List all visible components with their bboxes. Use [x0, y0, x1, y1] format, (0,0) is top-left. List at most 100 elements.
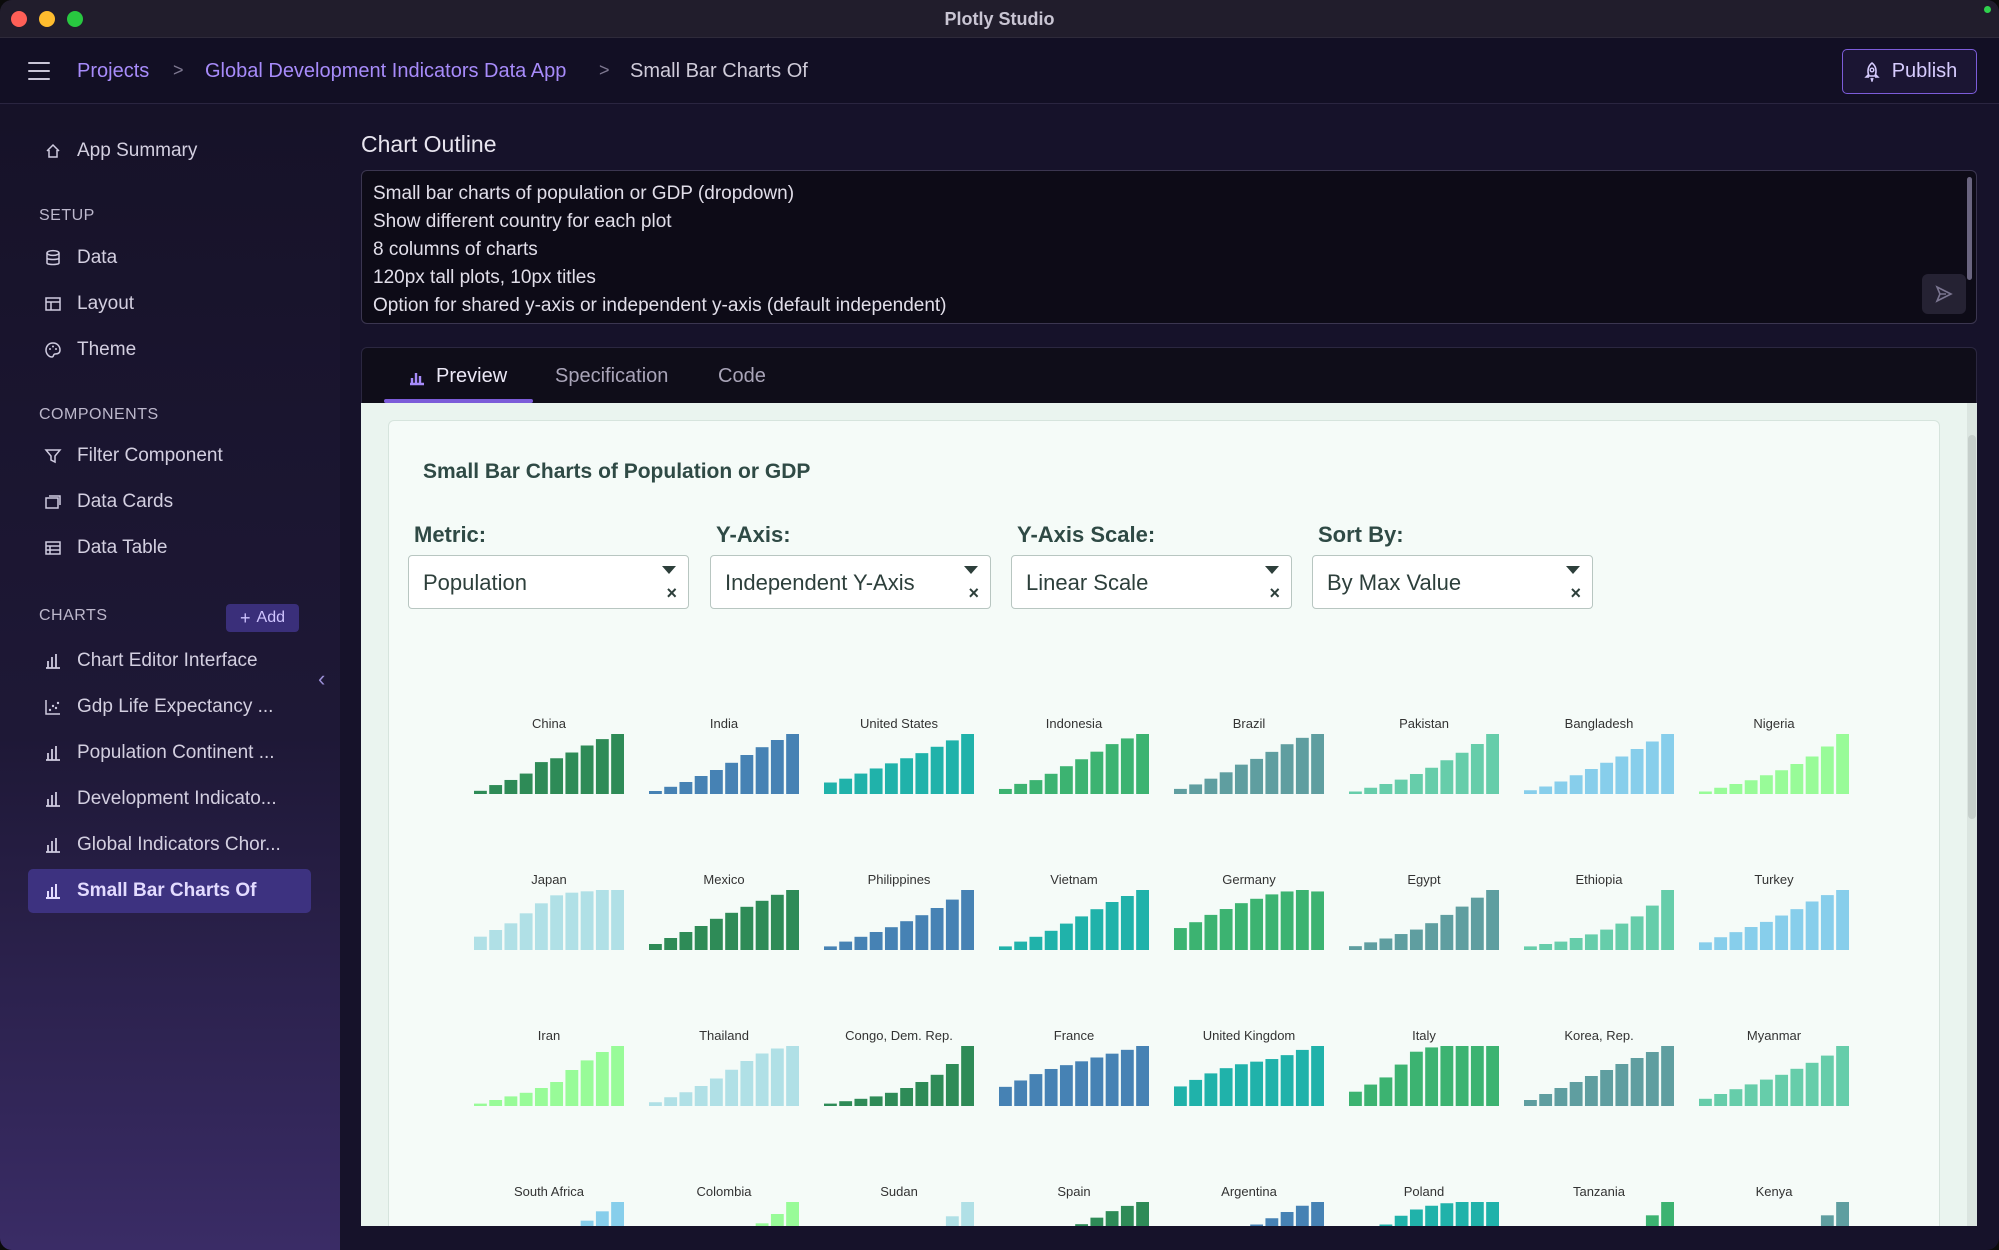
bar[interactable]: [1364, 787, 1378, 794]
bar[interactable]: [1174, 928, 1187, 950]
bar[interactable]: [1425, 1205, 1439, 1226]
bar[interactable]: [1630, 1058, 1644, 1106]
bar[interactable]: [1836, 1046, 1849, 1106]
sidebar-item-theme[interactable]: Theme: [28, 328, 311, 372]
bar[interactable]: [725, 762, 739, 794]
bar[interactable]: [755, 1053, 769, 1107]
breadcrumb-app[interactable]: Global Development Indicators Data App: [205, 60, 567, 82]
bar[interactable]: [1759, 1079, 1773, 1106]
bar[interactable]: [1569, 1082, 1583, 1106]
bar[interactable]: [1524, 790, 1537, 794]
bar[interactable]: [1645, 1052, 1659, 1106]
bar[interactable]: [1486, 1202, 1499, 1226]
bar[interactable]: [786, 1202, 799, 1226]
bar[interactable]: [664, 786, 678, 794]
bar[interactable]: [1250, 898, 1264, 950]
sidebar-item-filter-component[interactable]: Filter Component: [28, 434, 311, 478]
bar[interactable]: [1645, 905, 1659, 950]
bar[interactable]: [595, 890, 609, 950]
bar[interactable]: [1265, 894, 1279, 950]
bar[interactable]: [961, 890, 974, 950]
bar[interactable]: [709, 770, 723, 794]
bar[interactable]: [580, 891, 594, 950]
clear-icon[interactable]: ×: [968, 583, 979, 603]
sidebar-item-data-table[interactable]: Data Table: [28, 526, 311, 570]
bar[interactable]: [550, 1082, 564, 1106]
bar[interactable]: [1364, 942, 1378, 950]
y-axis-scale-dropdown[interactable]: Linear Scale ×: [1011, 555, 1292, 609]
bar[interactable]: [1714, 787, 1728, 794]
sidebar-item-data[interactable]: Data: [28, 236, 311, 280]
chevron-down-icon[interactable]: [1566, 566, 1580, 574]
bar[interactable]: [1630, 749, 1644, 794]
bar[interactable]: [474, 936, 487, 950]
bar[interactable]: [1029, 936, 1043, 950]
bar[interactable]: [1539, 1094, 1553, 1106]
bar[interactable]: [1280, 744, 1294, 794]
bar[interactable]: [854, 936, 868, 950]
metric-dropdown[interactable]: Population ×: [408, 555, 689, 609]
bar[interactable]: [1440, 1046, 1454, 1106]
bar[interactable]: [611, 1046, 624, 1106]
bar[interactable]: [1311, 891, 1324, 950]
bar[interactable]: [1470, 744, 1484, 794]
bar[interactable]: [679, 932, 693, 950]
bar[interactable]: [679, 782, 693, 794]
bar[interactable]: [649, 791, 662, 794]
bar[interactable]: [1729, 932, 1743, 950]
bar[interactable]: [1250, 758, 1264, 794]
bar[interactable]: [1234, 764, 1248, 794]
chevron-down-icon[interactable]: [964, 566, 978, 574]
bar[interactable]: [1295, 890, 1309, 950]
chevron-down-icon[interactable]: [1265, 566, 1279, 574]
bar[interactable]: [1820, 895, 1834, 950]
bar[interactable]: [1105, 902, 1119, 950]
bar[interactable]: [1600, 929, 1614, 950]
bar[interactable]: [1105, 1053, 1119, 1106]
bar[interactable]: [1136, 1202, 1149, 1226]
bar[interactable]: [930, 1074, 944, 1106]
bar[interactable]: [740, 755, 754, 794]
bar[interactable]: [1569, 938, 1583, 950]
bar[interactable]: [1219, 772, 1233, 794]
bar[interactable]: [824, 1103, 837, 1106]
bar[interactable]: [1524, 946, 1537, 950]
bar[interactable]: [694, 1086, 708, 1106]
bar[interactable]: [1775, 770, 1789, 794]
bar[interactable]: [786, 734, 799, 794]
bar[interactable]: [1486, 890, 1499, 950]
bar[interactable]: [1250, 1224, 1264, 1227]
bar[interactable]: [534, 1088, 548, 1106]
bar[interactable]: [1836, 890, 1849, 950]
bar[interactable]: [504, 779, 518, 794]
bar[interactable]: [1059, 766, 1073, 794]
bar[interactable]: [1409, 929, 1423, 950]
sort-by-dropdown[interactable]: By Max Value ×: [1312, 555, 1593, 609]
bar[interactable]: [1075, 1061, 1089, 1106]
bar[interactable]: [1699, 1098, 1712, 1106]
bar[interactable]: [709, 918, 723, 950]
bar[interactable]: [1820, 1055, 1834, 1106]
bar[interactable]: [1090, 1057, 1104, 1106]
preview-scrollbar-thumb[interactable]: [1968, 435, 1976, 819]
bar[interactable]: [1661, 1202, 1674, 1226]
bar[interactable]: [1425, 1047, 1439, 1106]
bar[interactable]: [1539, 944, 1553, 950]
bar[interactable]: [725, 912, 739, 950]
bar[interactable]: [1280, 1212, 1294, 1226]
bar[interactable]: [1554, 941, 1568, 950]
bar[interactable]: [915, 915, 929, 950]
bar[interactable]: [1174, 788, 1187, 794]
bar[interactable]: [869, 1096, 883, 1106]
bar[interactable]: [580, 745, 594, 794]
clear-icon[interactable]: ×: [1570, 583, 1581, 603]
breadcrumb-projects[interactable]: Projects: [77, 60, 150, 82]
bar[interactable]: [1486, 734, 1499, 794]
bar[interactable]: [649, 944, 662, 950]
bar[interactable]: [869, 932, 883, 950]
bar[interactable]: [565, 892, 579, 950]
bar[interactable]: [1455, 752, 1469, 794]
bar[interactable]: [1409, 1209, 1423, 1227]
bar[interactable]: [694, 926, 708, 950]
bar[interactable]: [1790, 1068, 1804, 1106]
